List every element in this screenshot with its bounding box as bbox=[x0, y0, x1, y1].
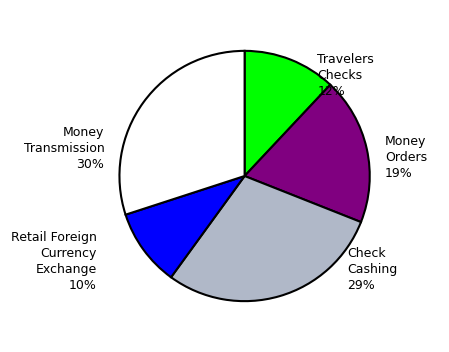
Text: Check
Cashing
29%: Check Cashing 29% bbox=[347, 247, 397, 293]
Wedge shape bbox=[245, 85, 370, 222]
Wedge shape bbox=[126, 176, 245, 277]
Text: Retail Foreign
Currency
Exchange
10%: Retail Foreign Currency Exchange 10% bbox=[11, 231, 97, 291]
Text: Money
Orders
19%: Money Orders 19% bbox=[385, 135, 427, 180]
Text: Money
Transmission
30%: Money Transmission 30% bbox=[24, 126, 105, 171]
Wedge shape bbox=[119, 51, 245, 215]
Wedge shape bbox=[171, 176, 361, 301]
Wedge shape bbox=[245, 51, 330, 176]
Text: Travelers
Checks
12%: Travelers Checks 12% bbox=[317, 54, 374, 99]
